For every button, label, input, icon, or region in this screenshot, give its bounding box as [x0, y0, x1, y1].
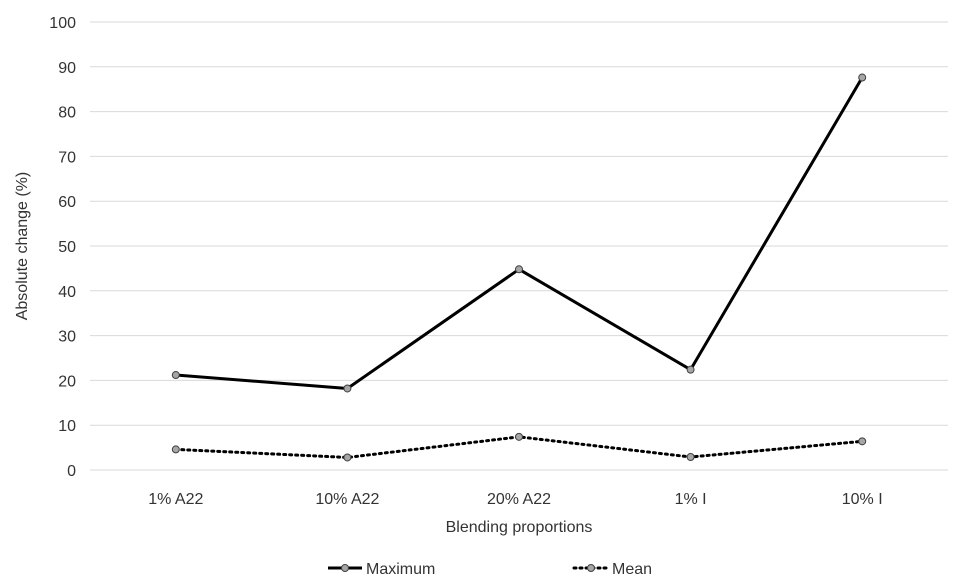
legend-label: Maximum — [366, 561, 435, 578]
y-tick-label: 50 — [58, 239, 76, 256]
series-group — [171, 73, 867, 462]
data-point — [686, 453, 695, 462]
x-tick-label: 10% A22 — [315, 491, 379, 508]
y-tick-label: 70 — [58, 149, 76, 166]
series-line — [175, 76, 864, 390]
legend-item: Maximum — [328, 561, 435, 578]
data-point — [343, 453, 352, 462]
x-tick-label: 1% I — [675, 491, 707, 508]
y-tick-label: 80 — [58, 105, 76, 122]
x-axis-label: Blending proportions — [446, 519, 593, 536]
data-point — [858, 437, 867, 446]
legend-marker — [587, 564, 595, 572]
y-tick-label: 30 — [58, 329, 76, 346]
legend-label: Mean — [612, 561, 652, 578]
legend-item: Mean — [572, 561, 652, 578]
x-tick-label: 20% A22 — [487, 491, 551, 508]
grid-lines — [90, 21, 948, 471]
x-tick-labels: 1% A22 10% A22 20% A22 1% I 10% I — [148, 491, 882, 508]
x-tick-label: 10% I — [842, 491, 883, 508]
x-tick-label: 1% A22 — [148, 491, 203, 508]
y-tick-label: 20 — [58, 373, 76, 390]
series-mean — [171, 432, 867, 462]
y-tick-label: 60 — [58, 194, 76, 211]
y-tick-label: 10 — [58, 418, 76, 435]
y-tick-label: 100 — [49, 15, 76, 32]
data-point — [686, 365, 695, 374]
data-point — [171, 445, 180, 454]
y-axis-label: Absolute change (%) — [14, 172, 31, 321]
data-point — [171, 371, 180, 380]
y-tick-label: 0 — [67, 463, 76, 480]
legend: Maximum Mean — [328, 561, 652, 578]
data-point — [515, 265, 523, 274]
series-maximum — [171, 73, 867, 393]
legend-marker — [341, 564, 349, 572]
data-point — [343, 384, 352, 393]
y-tick-label: 40 — [58, 284, 76, 301]
y-tick-label: 90 — [58, 60, 76, 77]
data-point — [858, 73, 867, 82]
data-point — [515, 432, 523, 441]
y-tick-labels: 0 10 20 30 40 50 60 70 80 90 100 — [49, 15, 76, 480]
